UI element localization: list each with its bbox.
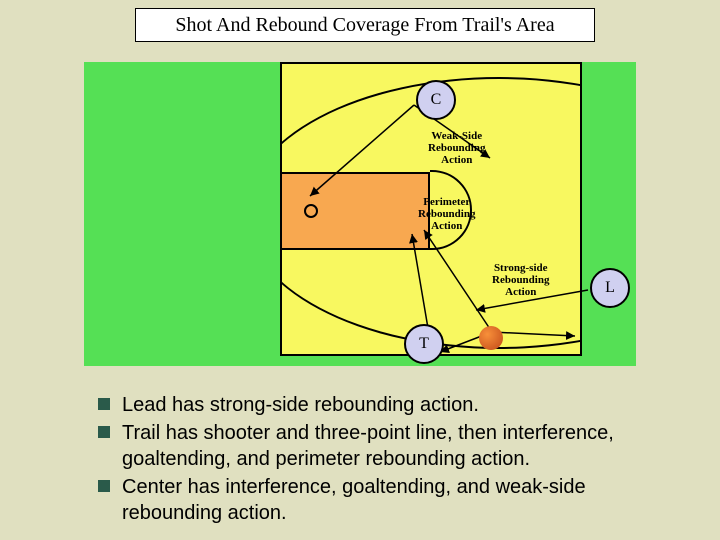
hoop-icon [304,204,318,218]
bullet-square-icon [98,426,110,438]
bullet-item: Trail has shooter and three-point line, … [98,420,688,472]
bullet-text: Lead has strong-side rebounding action. [122,392,479,418]
perimeter-label: Perimeter Rebounding Action [418,196,475,232]
paint-area [280,172,430,250]
bullet-list: Lead has strong-side rebounding action.T… [98,392,688,528]
bullet-item: Lead has strong-side rebounding action. [98,392,688,418]
strong-side-label: Strong-side Rebounding Action [492,262,549,298]
bullet-text: Center has interference, goaltending, an… [122,474,688,526]
bullet-item: Center has interference, goaltending, an… [98,474,688,526]
bullet-square-icon [98,398,110,410]
ref-trail: T [404,324,444,364]
weak-side-label: Weak-Side Rebounding Action [428,130,485,166]
bullet-text: Trail has shooter and three-point line, … [122,420,688,472]
title-bar: Shot And Rebound Coverage From Trail's A… [135,8,595,42]
ref-center: C [416,80,456,120]
bullet-square-icon [98,480,110,492]
slide-title: Shot And Rebound Coverage From Trail's A… [175,14,554,37]
ref-lead: L [590,268,630,308]
basketball-icon [479,326,503,350]
